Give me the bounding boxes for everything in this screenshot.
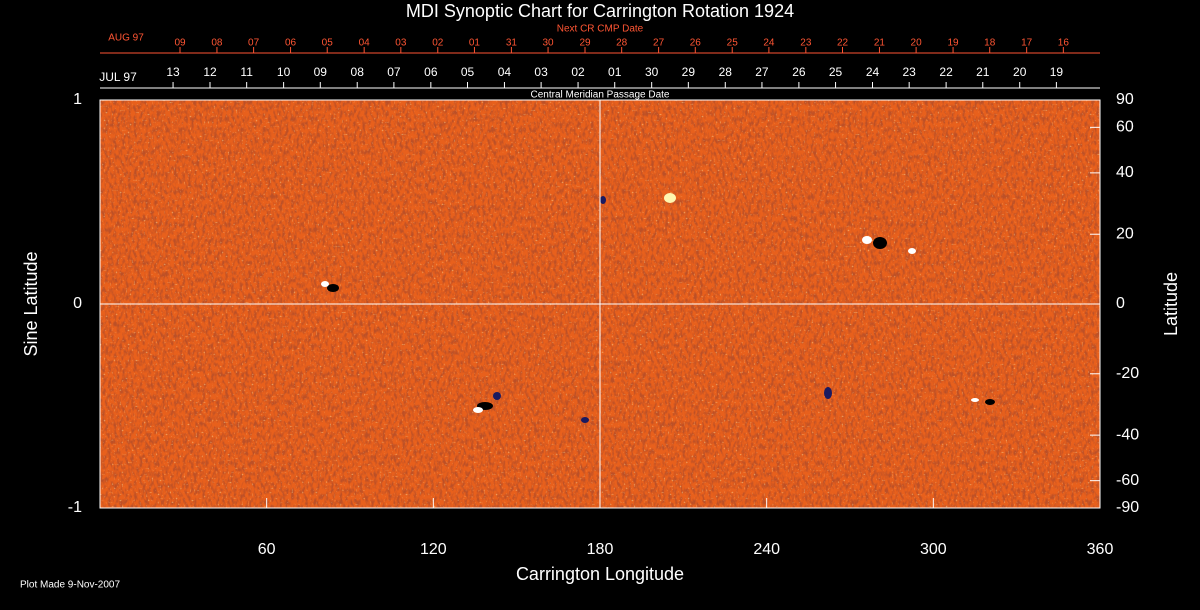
y2-tick-label: -90 — [1116, 499, 1139, 516]
top-axis-tick-label: 29 — [579, 38, 591, 49]
y2-tick-label: -40 — [1116, 426, 1139, 443]
top-axis-tick-label: 24 — [763, 38, 775, 49]
top-axis-tick-label: 30 — [542, 38, 554, 49]
top-axis-tick-label: 17 — [1021, 38, 1033, 49]
magnetic-region — [664, 193, 676, 203]
y-tick-label: 1 — [73, 91, 82, 108]
y2-tick-label: 60 — [1116, 119, 1134, 136]
top-axis-tick-label: 02 — [432, 38, 444, 49]
x-tick-label: 300 — [920, 541, 947, 558]
magnetic-region — [327, 284, 339, 292]
top-axis-tick-label: 25 — [727, 38, 739, 49]
top-axis-tick-label: 28 — [719, 65, 733, 79]
magnetic-region — [581, 417, 589, 423]
top-axis-tick-label: 25 — [829, 65, 843, 79]
top-axis-tick-label: 18 — [984, 38, 996, 49]
y2-tick-label: 40 — [1116, 164, 1134, 181]
top-axis-tick-label: 16 — [1058, 38, 1070, 49]
top-axis-month: AUG 97 — [108, 33, 144, 44]
top-axis-tick-label: 22 — [939, 65, 953, 79]
top-axis-tick-label: 21 — [976, 65, 990, 79]
top-axis-tick-label: 02 — [571, 65, 585, 79]
magnetic-region — [824, 387, 832, 399]
magnetic-region — [600, 196, 606, 204]
top-axis-tick-label: 11 — [240, 65, 253, 79]
top-axis-tick-label: 05 — [461, 65, 475, 79]
top-axis-tick-label: 24 — [866, 65, 880, 79]
top-axis-title: Next CR CMP Date — [557, 24, 644, 35]
x-tick-label: 360 — [1087, 541, 1114, 558]
top-axis-tick-label: 04 — [359, 38, 371, 49]
magnetic-region — [321, 281, 329, 287]
magnetic-region — [473, 407, 483, 413]
top-axis-tick-label: 27 — [755, 65, 769, 79]
top-axis-tick-label: 03 — [395, 38, 407, 49]
top-axis-tick-label: 19 — [947, 38, 959, 49]
top-axis-tick-label: 12 — [203, 65, 217, 79]
y-tick-label: -1 — [68, 499, 82, 516]
top-axis-tick-label: 06 — [424, 65, 438, 79]
x-tick-label: 180 — [587, 541, 614, 558]
top-axis-tick-label: 30 — [645, 65, 659, 79]
y-tick-label: 0 — [73, 295, 82, 312]
magnetic-region — [908, 248, 916, 254]
top-axis-tick-label: 28 — [616, 38, 628, 49]
y2-axis-label: Latitude — [1161, 272, 1181, 336]
x-tick-label: 240 — [753, 541, 780, 558]
magnetic-region — [985, 399, 995, 405]
y2-tick-label: 20 — [1116, 225, 1134, 242]
top-axis-tick-label: 29 — [682, 65, 696, 79]
top-axis-tick-label: 05 — [322, 38, 334, 49]
top-axis-tick-label: 09 — [314, 65, 328, 79]
top-axis-tick-label: 22 — [837, 38, 849, 49]
y2-tick-label: -60 — [1116, 472, 1139, 489]
top-axis-tick-label: 31 — [506, 38, 518, 49]
x-tick-label: 120 — [420, 541, 447, 558]
x-tick-label: 60 — [258, 541, 276, 558]
x-axis-label: Carrington Longitude — [516, 564, 684, 584]
top-axis-tick-label: 01 — [469, 38, 481, 49]
top-axis-tick-label: 07 — [248, 38, 260, 49]
top-axis-tick-label: 23 — [800, 38, 812, 49]
top-axis-tick-label: 10 — [277, 65, 291, 79]
magnetic-region — [873, 237, 887, 249]
footnote: Plot Made 9-Nov-2007 — [20, 580, 120, 591]
top-axis-tick-label: 23 — [902, 65, 916, 79]
top-axis-tick-label: 21 — [874, 38, 886, 49]
magnetic-region — [493, 392, 501, 400]
magnetic-region — [971, 398, 979, 402]
top-axis-tick-label: 13 — [166, 65, 180, 79]
chart-title: MDI Synoptic Chart for Carrington Rotati… — [406, 1, 794, 21]
top-axis-tick-label: 07 — [387, 65, 401, 79]
top-axis-tick-label: 20 — [1013, 65, 1027, 79]
top-axis-tick-label: 08 — [211, 38, 223, 49]
top-axis-month: JUL 97 — [99, 70, 137, 84]
top-axis-tick-label: 06 — [285, 38, 297, 49]
magnetic-region — [862, 236, 872, 244]
y2-tick-label: 90 — [1116, 91, 1134, 108]
top-axis-tick-label: 19 — [1050, 65, 1064, 79]
top-axis-tick-label: 26 — [690, 38, 702, 49]
top-axis-tick-label: 03 — [534, 65, 548, 79]
top-axis-tick-label: 20 — [911, 38, 923, 49]
top-axis-tick-label: 04 — [498, 65, 512, 79]
top-axis-tick-label: 27 — [653, 38, 665, 49]
top-axis-title: Central Meridian Passage Date — [531, 90, 670, 101]
top-axis-tick-label: 08 — [351, 65, 365, 79]
y2-tick-label: -20 — [1116, 365, 1139, 382]
top-axis-tick-label: 26 — [792, 65, 806, 79]
top-axis-tick-label: 01 — [608, 65, 622, 79]
y2-tick-label: 0 — [1116, 295, 1125, 312]
top-axis-tick-label: 09 — [174, 38, 186, 49]
y-axis-label: Sine Latitude — [21, 251, 41, 356]
